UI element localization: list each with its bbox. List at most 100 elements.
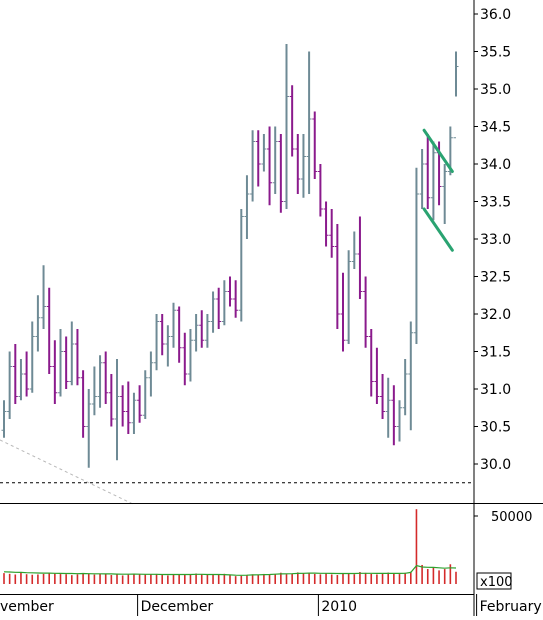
ohlc-bar xyxy=(289,85,295,157)
ohlc-bar xyxy=(413,167,419,344)
ohlc-bar xyxy=(41,265,47,329)
ohlc-bar xyxy=(430,141,436,221)
trend-line xyxy=(422,128,454,173)
ohlc-bar xyxy=(300,134,306,198)
volume-unit-label: x100 xyxy=(480,575,513,590)
trend-line xyxy=(422,207,454,252)
ohlc-bar xyxy=(385,377,391,438)
ohlc-bar xyxy=(204,314,210,348)
ohlc-bar xyxy=(69,321,75,386)
ohlc-bar xyxy=(329,209,335,258)
ohlc-bar xyxy=(142,370,148,419)
ohlc-bar xyxy=(351,231,357,269)
price-tick-label: 31.5 xyxy=(480,345,511,361)
ohlc-bar xyxy=(80,370,86,438)
ohlc-bar xyxy=(317,164,323,217)
price-tick-label: 36.0 xyxy=(480,7,511,23)
ohlc-bar xyxy=(278,134,284,213)
ohlc-bar xyxy=(284,44,289,209)
volume-tick-label: 50000 xyxy=(491,510,532,525)
ohlc-bar xyxy=(24,351,30,397)
ohlc-bar xyxy=(210,291,216,333)
ohlc-bar xyxy=(154,314,160,371)
ohlc-bar xyxy=(29,321,35,393)
ohlc-bar xyxy=(380,374,386,419)
price-tick-label: 34.5 xyxy=(480,120,511,136)
ohlc-bar xyxy=(442,164,448,224)
ohlc-bar xyxy=(187,329,193,382)
ohlc-bar xyxy=(255,130,261,187)
ohlc-bar xyxy=(165,325,171,367)
volume-average-line xyxy=(3,564,457,576)
ohlc-bar xyxy=(35,295,41,352)
ohlc-bar xyxy=(182,332,188,386)
ohlc-bar xyxy=(137,385,143,423)
ohlc-bar xyxy=(368,329,374,397)
ohlc-bar xyxy=(125,381,131,434)
ohlc-bar xyxy=(52,340,58,404)
month-label: February xyxy=(480,599,542,615)
ohlc-bar xyxy=(114,359,120,461)
ohlc-bar xyxy=(131,392,137,434)
ohlc-bar xyxy=(244,175,250,239)
ohlc-bar xyxy=(250,130,256,202)
ohlc-bar xyxy=(374,347,380,404)
ohlc-bar xyxy=(103,351,109,404)
price-tick-label: 35.5 xyxy=(480,45,511,61)
ohlc-bar xyxy=(1,400,7,438)
price-tick-label: 30.5 xyxy=(480,420,511,436)
ohlc-bar xyxy=(91,366,97,416)
ohlc-bar xyxy=(58,329,63,397)
ohlc-bar xyxy=(261,134,267,172)
ohlc-bar xyxy=(63,336,69,389)
ohlc-bar xyxy=(408,321,414,431)
ohlc-bar xyxy=(18,359,24,401)
price-tick-label: 32.0 xyxy=(480,307,511,323)
ohlc-bar xyxy=(306,51,312,194)
ohlc-bar xyxy=(334,224,340,329)
ohlc-bar xyxy=(357,216,363,299)
diagonal-reference-line xyxy=(0,439,136,506)
ohlc-bar xyxy=(397,400,402,442)
price-tick-label: 35.0 xyxy=(480,82,511,98)
ohlc-bar xyxy=(402,359,408,416)
price-tick-label: 33.0 xyxy=(480,232,511,248)
ohlc-bar xyxy=(7,351,13,419)
ohlc-bar xyxy=(159,314,165,356)
ohlc-bar xyxy=(108,374,114,427)
ohlc-bar xyxy=(199,310,205,348)
month-label: 2010 xyxy=(321,599,357,615)
ohlc-bar xyxy=(120,385,126,427)
ohlc-bar xyxy=(453,51,459,139)
ohlc-bar xyxy=(97,355,103,408)
price-tick-label: 34.0 xyxy=(480,157,511,173)
month-label: vember xyxy=(0,599,54,615)
ohlc-bar xyxy=(238,209,244,322)
ohlc-bar xyxy=(419,149,425,209)
ohlc-bar xyxy=(340,272,346,352)
price-tick-label: 32.5 xyxy=(480,270,511,286)
month-label: December xyxy=(141,599,214,615)
ohlc-bar xyxy=(216,287,222,329)
ohlc-bar xyxy=(323,201,329,247)
price-tick-label: 31.0 xyxy=(480,382,511,398)
price-tick-label: 33.5 xyxy=(480,195,511,211)
ohlc-bar xyxy=(227,276,233,307)
volume-unit-box xyxy=(476,572,512,590)
ohlc-bar xyxy=(148,351,154,397)
ohlc-bar xyxy=(74,329,80,386)
ohlc-bar xyxy=(221,280,227,326)
ohlc-bar xyxy=(363,276,369,348)
ohlc-bar xyxy=(346,250,352,344)
price-tick-label: 30.0 xyxy=(480,457,511,473)
ohlc-bar xyxy=(12,344,18,404)
ohlc-bar xyxy=(176,306,182,363)
ohlc-bar xyxy=(86,389,92,468)
ohlc-bar xyxy=(272,126,278,194)
ohlc-bar xyxy=(312,111,318,179)
ohlc-bar xyxy=(46,287,52,374)
ohlc-bar xyxy=(193,314,199,352)
ohlc-bar xyxy=(391,385,397,446)
